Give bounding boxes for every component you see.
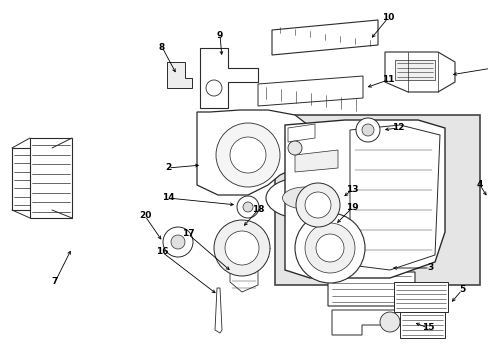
Polygon shape <box>394 60 434 80</box>
Circle shape <box>379 312 399 332</box>
Ellipse shape <box>265 177 343 219</box>
Bar <box>274 115 479 285</box>
Polygon shape <box>285 120 444 278</box>
Polygon shape <box>229 270 258 292</box>
Text: 9: 9 <box>216 31 223 40</box>
Text: 15: 15 <box>421 324 433 333</box>
Text: 19: 19 <box>345 203 358 212</box>
Text: 8: 8 <box>159 42 165 51</box>
Text: 11: 11 <box>381 76 393 85</box>
Polygon shape <box>331 310 414 335</box>
Polygon shape <box>271 20 377 55</box>
Circle shape <box>237 196 259 218</box>
Polygon shape <box>399 312 444 338</box>
Circle shape <box>305 223 354 273</box>
Polygon shape <box>393 282 447 312</box>
Circle shape <box>315 234 343 262</box>
Circle shape <box>205 80 222 96</box>
Polygon shape <box>197 110 307 195</box>
Text: 20: 20 <box>139 211 151 220</box>
Circle shape <box>224 231 259 265</box>
Text: 3: 3 <box>426 264 432 273</box>
Text: 2: 2 <box>164 163 171 172</box>
Circle shape <box>216 123 280 187</box>
Circle shape <box>214 220 269 276</box>
Text: 12: 12 <box>391 123 404 132</box>
Polygon shape <box>384 52 454 92</box>
Polygon shape <box>294 150 337 172</box>
Ellipse shape <box>282 187 327 209</box>
Circle shape <box>294 213 364 283</box>
Polygon shape <box>215 288 222 333</box>
Circle shape <box>295 183 339 227</box>
Text: 7: 7 <box>52 278 58 287</box>
Polygon shape <box>327 272 414 306</box>
Polygon shape <box>167 62 192 88</box>
Circle shape <box>171 235 184 249</box>
Circle shape <box>163 227 193 257</box>
Circle shape <box>243 202 252 212</box>
Circle shape <box>229 137 265 173</box>
Text: 13: 13 <box>345 185 358 194</box>
Text: 5: 5 <box>458 285 464 294</box>
Circle shape <box>305 192 330 218</box>
Polygon shape <box>287 124 314 142</box>
Circle shape <box>355 118 379 142</box>
Text: 18: 18 <box>251 206 264 215</box>
Text: 14: 14 <box>162 193 174 202</box>
Text: 4: 4 <box>476 180 482 189</box>
Text: 10: 10 <box>381 13 393 22</box>
Circle shape <box>361 124 373 136</box>
Polygon shape <box>12 148 52 210</box>
Text: 17: 17 <box>182 230 194 238</box>
Polygon shape <box>349 125 439 270</box>
Circle shape <box>287 141 302 155</box>
Polygon shape <box>200 48 258 108</box>
Polygon shape <box>258 76 362 106</box>
Polygon shape <box>297 192 311 204</box>
Polygon shape <box>30 138 72 218</box>
Text: 16: 16 <box>156 248 168 256</box>
